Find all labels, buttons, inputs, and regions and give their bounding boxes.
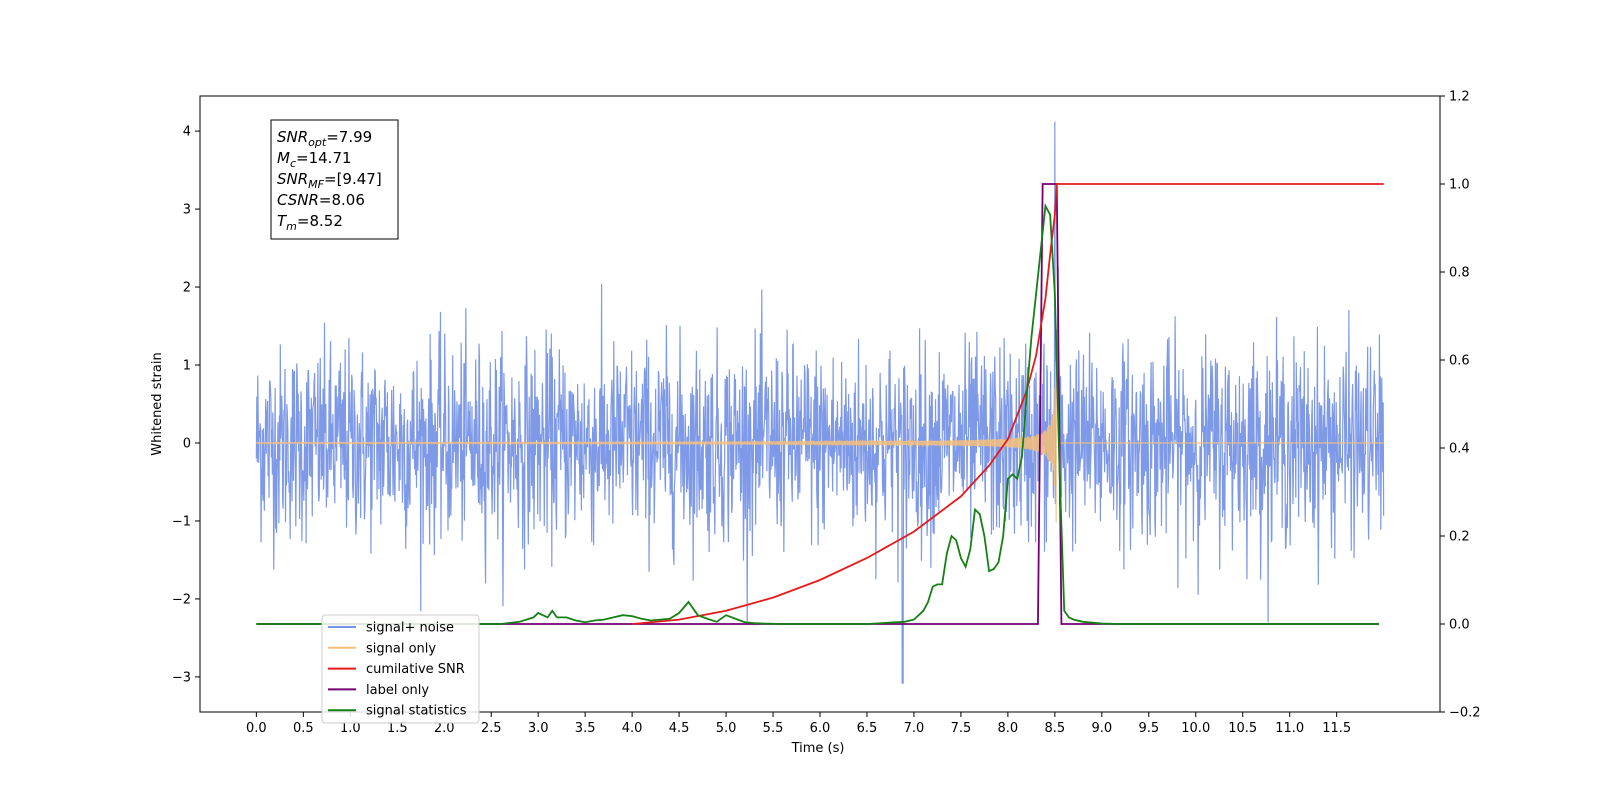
info-line: CSNR=8.06: [277, 191, 365, 209]
y-tick-label: −2: [172, 592, 191, 607]
x-tick-label: 11.0: [1275, 721, 1304, 736]
x-tick-label: 8.0: [998, 721, 1019, 736]
x-tick-label: 6.0: [810, 721, 831, 736]
y2-tick-label: 1.0: [1449, 178, 1470, 193]
info-line: SNRopt=7.99: [277, 128, 372, 149]
series-signal-only: [255, 361, 1384, 523]
legend: signal+ noise signal only cumilative SNR la…: [321, 614, 480, 724]
y-tick-label: 3: [183, 203, 191, 218]
legend-frame: [321, 614, 480, 724]
x-tick-label: 3.0: [528, 721, 549, 736]
x-tick-label: 9.5: [1138, 721, 1159, 736]
y-tick-label: −1: [172, 514, 191, 529]
plot-area: [255, 121, 1385, 684]
legend-entry: signal only: [366, 641, 436, 656]
legend-entry: signal statistics: [366, 704, 467, 719]
y-axis-left: −3 −2 −1 0 1 2 3 4: [172, 125, 200, 685]
x-tick-label: 2.0: [434, 721, 455, 736]
x-tick-label: 5.0: [716, 721, 737, 736]
y-tick-label: 0: [183, 436, 191, 451]
x-tick-label: 8.5: [1045, 721, 1066, 736]
y2-tick-label: 0.0: [1449, 618, 1470, 633]
info-line: Tm=8.52: [277, 212, 343, 233]
legend-entry: label only: [366, 683, 429, 698]
x-tick-label: 7.0: [904, 721, 925, 736]
x-tick-label: 10.5: [1228, 721, 1257, 736]
x-tick-label: 0.0: [246, 721, 267, 736]
y-tick-label: 4: [183, 125, 191, 140]
y2-tick-label: 0.6: [1449, 354, 1470, 369]
y-tick-label: −3: [172, 670, 191, 685]
y-tick-label: 2: [183, 281, 191, 296]
x-tick-label: 0.5: [293, 721, 314, 736]
y2-tick-label: 1.2: [1449, 90, 1470, 105]
x-tick-label: 4.0: [622, 721, 643, 736]
x-tick-label: 2.5: [481, 721, 502, 736]
x-tick-label: 1.5: [387, 721, 408, 736]
x-axis: 0.0 0.5 1.0 1.5 2.0 2.5 3.0 3.5 4.0 4.5 5.0 5.5 6.0 6…: [246, 712, 1351, 736]
x-tick-label: 5.5: [763, 721, 784, 736]
signal-plus-noise-line: [255, 121, 1385, 684]
x-tick-label: 3.5: [575, 721, 596, 736]
x-tick-label: 6.5: [857, 721, 878, 736]
series-signal-statistics: [256, 202, 1379, 625]
y2-tick-label: −0.2: [1449, 706, 1481, 721]
x-tick-label: 1.0: [340, 721, 361, 736]
y-axis-right: −0.2 0.0 0.2 0.4 0.6 0.8 1.0 1.2: [1440, 90, 1481, 721]
info-box-frame: [270, 119, 399, 240]
y2-tick-label: 0.4: [1449, 442, 1470, 457]
y-axis-label: Whitened strain: [150, 352, 165, 455]
legend-entry: signal+ noise: [366, 621, 454, 636]
x-axis-label: Time (s): [791, 741, 845, 756]
y-tick-label: 1: [183, 359, 191, 374]
y2-tick-label: 0.8: [1449, 266, 1470, 281]
x-tick-label: 9.0: [1091, 721, 1112, 736]
x-tick-label: 10.0: [1181, 721, 1210, 736]
x-tick-label: 7.5: [951, 721, 972, 736]
series-signal-plus-noise: [255, 121, 1385, 684]
x-tick-label: 11.5: [1322, 721, 1351, 736]
info-line: Mc=14.71: [277, 149, 352, 170]
x-tick-label: 4.5: [669, 721, 690, 736]
info-annotation-box: SNRopt=7.99Mc=14.71SNRMF=[9.47]CSNR=8.06…: [270, 119, 399, 240]
info-line: SNRMF=[9.47]: [277, 170, 382, 191]
signal-statistics-line: [256, 202, 1379, 625]
legend-entry: cumilative SNR: [366, 662, 465, 677]
y2-tick-label: 0.2: [1449, 530, 1470, 545]
signal-only-line: [255, 361, 1384, 523]
